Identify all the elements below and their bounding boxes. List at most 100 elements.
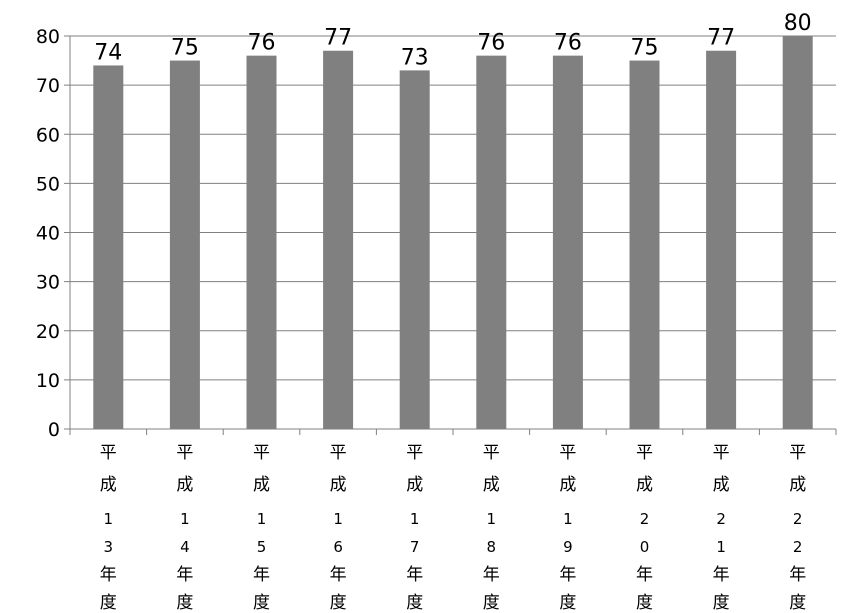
- x-tick-label: 平成 1 9 年度: [559, 443, 576, 613]
- data-label: 76: [477, 31, 505, 56]
- y-tick-label: 80: [36, 26, 60, 48]
- x-tick-label: 平成 1 6 年度: [330, 443, 347, 613]
- x-tick-char: 1: [257, 510, 267, 528]
- x-tick-char: 度: [406, 593, 423, 613]
- y-tick-label: 10: [36, 370, 60, 392]
- x-tick-char: 3: [104, 538, 114, 556]
- y-tick-label: 60: [36, 124, 60, 146]
- x-tick-char: 成: [483, 475, 500, 495]
- data-label: 73: [401, 45, 429, 70]
- x-tick-char: 度: [559, 593, 576, 613]
- x-tick-label: 平成 1 5 年度: [253, 443, 270, 613]
- x-tick-char: 年: [176, 565, 193, 585]
- x-tick-char: 平: [483, 443, 500, 463]
- bar: [706, 50, 737, 430]
- x-tick-char: 平: [253, 443, 270, 463]
- bar: [552, 55, 583, 430]
- x-tick-labels: 平成 1 3 年度 平成 1 4 年度 平成 1 5 年度 平成 1 6 年度 平成 1 7 年度 平成 1 8 年度 平成 1 9…: [100, 443, 806, 613]
- x-tick-char: 年: [330, 565, 347, 585]
- x-tick-char: 2: [793, 510, 803, 528]
- x-tick-char: 成: [406, 475, 423, 495]
- x-tick-char: 2: [716, 510, 726, 528]
- y-tick-label: 20: [36, 321, 60, 343]
- data-label: 75: [171, 36, 199, 61]
- x-tick-char: 平: [406, 443, 423, 463]
- bar: [323, 50, 354, 430]
- y-tick-label: 50: [36, 173, 60, 195]
- x-tick-char: 8: [487, 538, 497, 556]
- x-tick-char: 平: [330, 443, 347, 463]
- x-tick-char: 年: [483, 565, 500, 585]
- x-tick-label: 平成 1 4 年度: [176, 443, 193, 613]
- x-tick-char: 1: [410, 510, 420, 528]
- x-tick-char: 度: [483, 593, 500, 613]
- data-label: 76: [248, 31, 276, 56]
- x-tick-char: 1: [180, 510, 190, 528]
- x-tick-char: 平: [636, 443, 653, 463]
- y-tick-label: 0: [48, 419, 60, 441]
- x-tick-char: 年: [789, 565, 806, 585]
- bar: [169, 60, 200, 429]
- x-tick-char: 6: [333, 538, 343, 556]
- x-tick-char: 成: [330, 475, 347, 495]
- x-tick-char: 成: [176, 475, 193, 495]
- x-tick-char: 5: [257, 538, 267, 556]
- y-tick-label: 40: [36, 223, 60, 245]
- x-tick-char: 4: [180, 538, 190, 556]
- x-tick-char: 度: [330, 593, 347, 613]
- x-tick-char: 年: [253, 565, 270, 585]
- x-tick-char: 度: [100, 593, 117, 613]
- x-tick-label: 平成 2 0 年度: [636, 443, 653, 613]
- x-tick-char: 度: [713, 593, 730, 613]
- y-tick-label: 70: [36, 75, 60, 97]
- data-label: 74: [94, 40, 122, 65]
- data-label: 76: [554, 31, 582, 56]
- x-tick-char: 年: [559, 565, 576, 585]
- bar: [782, 36, 813, 429]
- bar: [629, 60, 660, 429]
- x-tick-label: 平成 2 1 年度: [713, 443, 730, 613]
- x-tick-char: 0: [640, 538, 650, 556]
- y-tick-label: 30: [36, 272, 60, 294]
- x-tick-char: 1: [563, 510, 573, 528]
- x-tick-char: 度: [789, 593, 806, 613]
- x-tick-char: 度: [253, 593, 270, 613]
- x-tick-char: 度: [636, 593, 653, 613]
- x-tick-char: 成: [100, 475, 117, 495]
- x-tick-char: 成: [253, 475, 270, 495]
- x-tick-char: 2: [793, 538, 803, 556]
- x-tick-char: 平: [100, 443, 117, 463]
- bar: [246, 55, 277, 430]
- x-tick-char: 1: [716, 538, 726, 556]
- bar: [399, 70, 430, 429]
- x-tick-char: 成: [636, 475, 653, 495]
- data-label: 75: [631, 36, 659, 61]
- x-tick-char: 成: [713, 475, 730, 495]
- x-tick-label: 平成 2 2 年度: [789, 443, 806, 613]
- x-tick-char: 年: [713, 565, 730, 585]
- x-tick-label: 平成 1 7 年度: [406, 443, 423, 613]
- x-tick-char: 7: [410, 538, 420, 556]
- x-tick-char: 年: [636, 565, 653, 585]
- x-tick-char: 平: [713, 443, 730, 463]
- data-labels: 74 75 76 77 73 76 76 75 77 80: [94, 11, 811, 70]
- bars: [93, 36, 813, 430]
- x-tick-char: 年: [100, 565, 117, 585]
- x-tick-char: 平: [176, 443, 193, 463]
- x-tick-char: 1: [104, 510, 114, 528]
- x-tick-char: 成: [559, 475, 576, 495]
- data-label: 80: [784, 11, 812, 36]
- data-label: 77: [707, 26, 735, 51]
- bar: [476, 55, 507, 430]
- y-tick-labels: 0 10 20 30 40 50 60 70 80: [36, 26, 60, 441]
- x-tick-char: 年: [406, 565, 423, 585]
- x-tick-char: 度: [176, 593, 193, 613]
- x-tick-char: 成: [789, 475, 806, 495]
- x-tick-char: 9: [563, 538, 573, 556]
- x-tick-char: 2: [640, 510, 650, 528]
- data-label: 77: [324, 26, 352, 51]
- x-tick-char: 1: [333, 510, 343, 528]
- bar: [93, 65, 124, 429]
- x-tick-char: 1: [487, 510, 497, 528]
